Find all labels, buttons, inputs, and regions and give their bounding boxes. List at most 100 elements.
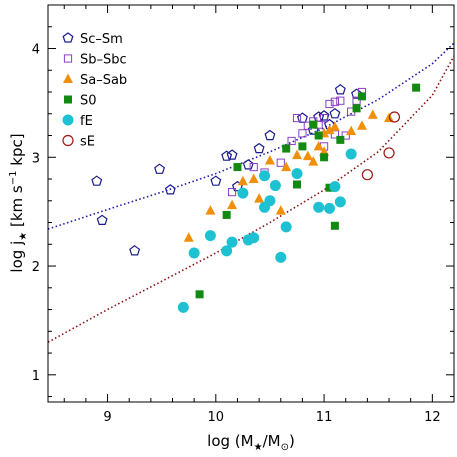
data-point [221, 150, 233, 161]
data-point [298, 129, 307, 138]
data-point [302, 150, 313, 161]
data-point [204, 230, 216, 242]
data-point [254, 193, 265, 203]
data-point [325, 99, 334, 109]
series-5 [177, 148, 357, 313]
data-point [276, 158, 285, 167]
data-point [264, 129, 276, 141]
data-point [329, 121, 340, 131]
data-point [221, 245, 233, 257]
series-6 [361, 111, 401, 181]
data-point [329, 181, 341, 193]
data-point [324, 124, 335, 135]
data-points [91, 83, 421, 313]
data-point [222, 210, 231, 219]
x-tick-label: 12 [424, 410, 441, 425]
data-point [383, 147, 395, 159]
data-point [253, 142, 265, 154]
legend-marker [63, 73, 73, 83]
legend-label: fE [80, 114, 93, 129]
data-point [264, 155, 275, 165]
data-point [292, 114, 302, 123]
data-point [320, 153, 329, 162]
data-point [330, 97, 340, 106]
data-point [329, 108, 341, 119]
data-point [346, 125, 357, 136]
legend-label: Sa–Sab [80, 73, 127, 88]
x-tick-label: 9 [103, 410, 111, 425]
series-4 [195, 83, 421, 299]
data-point [318, 110, 330, 121]
data-point [226, 236, 238, 248]
legend-marker [62, 114, 74, 126]
data-point [345, 148, 357, 160]
y-axis-label: log j★ [km s−1 kpc] [8, 133, 29, 272]
data-point [282, 144, 291, 153]
y-tick-label: 3 [32, 151, 40, 166]
legend-label: Sb–Sbc [80, 53, 127, 68]
data-point [388, 111, 401, 123]
data-point [314, 131, 323, 140]
plot-frame [47, 4, 455, 403]
data-point [248, 232, 260, 244]
legend-marker [63, 54, 73, 63]
data-point [188, 247, 200, 259]
fit-lines [48, 42, 454, 343]
series-2 [227, 87, 367, 197]
data-point [227, 199, 238, 210]
data-point [323, 202, 335, 214]
y-tick-label: 4 [32, 43, 40, 58]
data-point [237, 175, 248, 186]
data-point [298, 142, 307, 151]
data-point [96, 214, 108, 225]
data-point [367, 109, 378, 119]
x-tick-label: 10 [208, 410, 225, 425]
data-point [237, 187, 249, 199]
x-tick-label: 11 [316, 410, 333, 425]
y-tick-label: 1 [32, 369, 40, 384]
legend: Sc–Sm Sb–Sbc Sa–Sab S0 fE sE [62, 32, 127, 150]
data-point [334, 196, 346, 208]
data-point [325, 183, 334, 192]
data-point [351, 88, 363, 99]
data-point [361, 169, 373, 181]
data-point [242, 159, 254, 170]
data-point [249, 162, 258, 172]
data-point [248, 173, 259, 184]
x-axis-label: log (M★/M⊙) [207, 432, 295, 453]
fit-line-2 [48, 55, 454, 343]
data-point [275, 251, 287, 263]
fit-line-1 [48, 42, 454, 230]
data-point [319, 114, 329, 123]
data-point [336, 135, 345, 144]
data-point [287, 136, 296, 146]
data-point [129, 245, 141, 256]
data-point [177, 301, 189, 313]
data-point [341, 131, 350, 140]
data-point [352, 96, 361, 105]
data-point [334, 84, 346, 95]
legend-label: S0 [80, 94, 97, 109]
data-point [309, 120, 318, 129]
data-point [154, 163, 166, 174]
data-point [356, 120, 367, 130]
data-point [352, 104, 361, 113]
data-point [291, 168, 303, 180]
data-point [308, 156, 319, 166]
legend-marker [62, 32, 74, 43]
legend-marker [64, 95, 72, 104]
data-point [210, 175, 222, 186]
data-point [91, 175, 103, 186]
data-point [275, 205, 286, 215]
data-point [296, 112, 308, 123]
data-point [183, 232, 194, 242]
data-point [227, 187, 237, 197]
data-point [330, 221, 339, 230]
data-point [264, 195, 276, 207]
data-point [412, 83, 421, 92]
data-point [233, 163, 242, 172]
data-point [195, 290, 204, 299]
legend-label: Sc–Sm [80, 32, 123, 47]
data-point [292, 149, 303, 160]
